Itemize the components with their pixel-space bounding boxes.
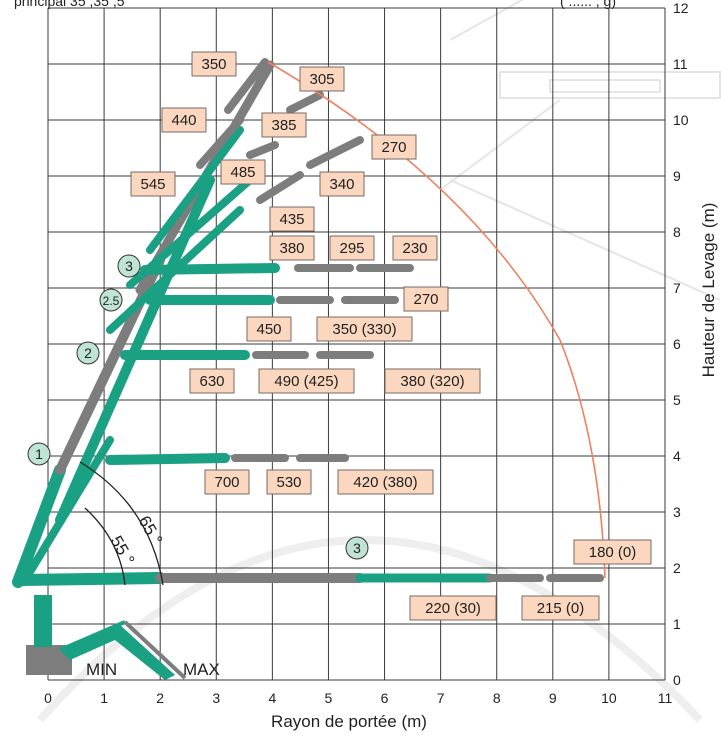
load-label: 180 (0) xyxy=(589,544,637,561)
load-label: 630 xyxy=(199,373,224,390)
load-labels: 350 305 440 385 270 545 485 340 435 380 295 230 270 4… xyxy=(131,52,651,620)
header-fragment-left: principal 35 ,35 ,5 xyxy=(14,0,125,9)
load-label: 295 xyxy=(339,240,364,257)
y-tick-label: 11 xyxy=(673,56,688,72)
y-tick-label: 3 xyxy=(673,504,681,520)
load-label: 530 xyxy=(276,474,301,491)
x-axis-ticks: 0 1 2 3 4 5 6 7 8 9 10 11 xyxy=(44,690,672,706)
load-label: 220 (30) xyxy=(425,600,481,617)
load-label: 340 xyxy=(329,176,354,193)
load-label: 450 xyxy=(256,321,281,338)
x-tick-label: 1 xyxy=(100,690,108,706)
load-label: 420 (380) xyxy=(353,474,417,491)
load-label: 350 xyxy=(201,56,226,73)
x-tick-label: 11 xyxy=(658,690,673,706)
x-tick-label: 5 xyxy=(325,690,333,706)
load-label: 700 xyxy=(214,474,239,491)
y-tick-label: 9 xyxy=(673,168,681,184)
x-tick-label: 10 xyxy=(601,690,617,706)
load-label: 270 xyxy=(381,139,406,156)
stage-marker: 1 xyxy=(35,446,43,462)
y-tick-label: 12 xyxy=(673,0,689,16)
boom-configurations xyxy=(18,62,600,582)
load-label: 440 xyxy=(171,112,196,129)
y-tick-label: 10 xyxy=(673,112,689,128)
min-label: MIN xyxy=(86,660,117,679)
load-label: 380 xyxy=(279,240,304,257)
angle-55-label: 55 ° xyxy=(107,533,139,569)
y-tick-label: 8 xyxy=(673,224,681,240)
max-label: MAX xyxy=(183,660,220,679)
x-tick-label: 8 xyxy=(493,690,501,706)
load-label: 385 xyxy=(271,117,296,134)
y-axis-title: Hauteur de Levage (m) xyxy=(699,203,718,378)
x-tick-label: 9 xyxy=(549,690,557,706)
stage-marker: 2.5 xyxy=(103,294,120,308)
y-tick-label: 7 xyxy=(673,280,681,296)
load-label: 435 xyxy=(279,211,304,228)
load-label: 270 xyxy=(413,291,438,308)
y-tick-label: 6 xyxy=(673,336,681,352)
stage-marker: 2 xyxy=(84,345,92,361)
x-tick-label: 0 xyxy=(44,690,52,706)
load-label: 305 xyxy=(309,71,334,88)
stage-marker: 3 xyxy=(353,540,361,556)
load-label: 490 (425) xyxy=(274,373,338,390)
load-label: 485 xyxy=(230,164,255,181)
load-label: 215 (0) xyxy=(537,600,585,617)
header-fragment-right: ( ...... , g) xyxy=(560,0,616,9)
x-axis-title: Rayon de portée (m) xyxy=(271,712,427,731)
load-label: 545 xyxy=(140,176,165,193)
y-tick-label: 4 xyxy=(673,448,681,464)
x-tick-label: 3 xyxy=(212,690,220,706)
x-tick-label: 6 xyxy=(381,690,389,706)
load-label: 380 (320) xyxy=(400,373,464,390)
x-tick-label: 7 xyxy=(437,690,445,706)
angle-65-label: 65 ° xyxy=(135,513,167,549)
load-label: 230 xyxy=(402,240,427,257)
y-tick-label: 0 xyxy=(673,672,681,688)
y-tick-label: 2 xyxy=(673,560,681,576)
x-tick-label: 4 xyxy=(268,690,276,706)
crane-base: MIN MAX xyxy=(26,595,220,680)
load-label: 350 (330) xyxy=(332,321,396,338)
y-tick-label: 5 xyxy=(673,392,681,408)
y-tick-label: 1 xyxy=(673,616,681,632)
x-tick-label: 2 xyxy=(156,690,164,706)
stage-marker: 3 xyxy=(125,258,133,274)
